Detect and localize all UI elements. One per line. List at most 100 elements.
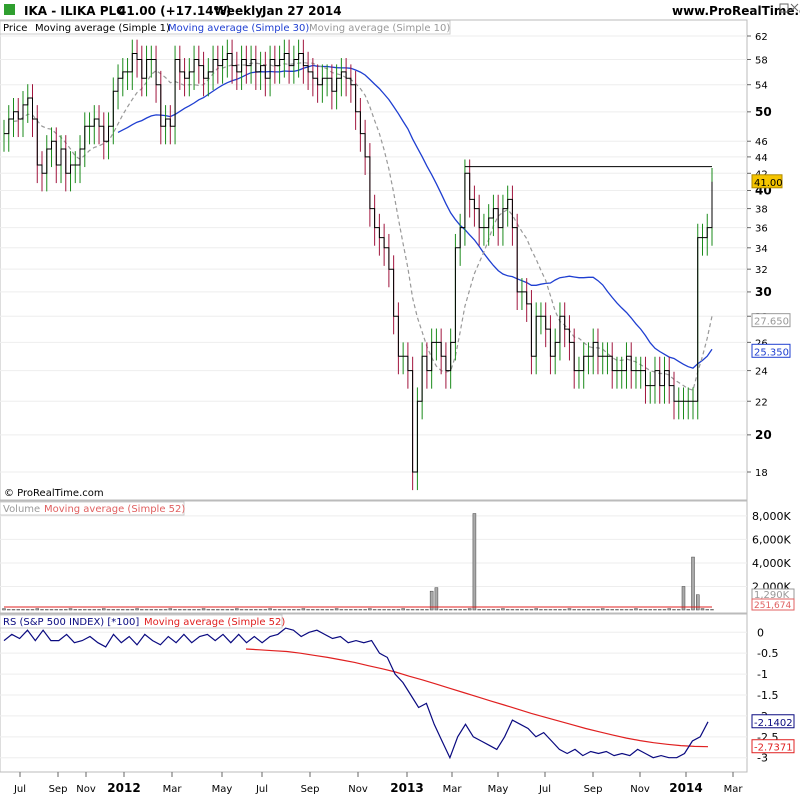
x-axis: Jul Sep Nov 2012 Mar May Jul Sep Nov 2013 Mar May Ju… <box>13 772 743 795</box>
price-grid <box>0 35 747 473</box>
legend-price: Price <box>3 23 27 34</box>
price-tick-label: 32 <box>755 265 768 276</box>
last-change: 41.00 (+17.14%) <box>118 4 231 18</box>
volume-bar <box>268 608 272 611</box>
ma1-line <box>4 53 713 473</box>
rs-tick-label: 0 <box>757 626 764 639</box>
price-tick-label: 30 <box>755 285 772 299</box>
volume-bar <box>634 608 638 611</box>
x-tick-label: Mar <box>443 784 463 795</box>
x-tick-label: Mar <box>163 784 183 795</box>
legend-volume: Volume <box>3 504 40 515</box>
rs-tick-label: -0.5 <box>757 647 778 660</box>
x-tick-label: Sep <box>301 784 320 795</box>
site-url[interactable]: www.ProRealTime.com <box>672 4 800 18</box>
legend-rs-ma: Moving average (Simple 52) <box>144 617 285 628</box>
volume-bar <box>472 513 477 611</box>
volume-bar <box>334 608 339 611</box>
price-tick-label: 46 <box>755 137 768 148</box>
x-tick-label: Sep <box>49 784 68 795</box>
ma30-path <box>117 64 713 369</box>
window-buttons <box>779 3 799 13</box>
price-tick-label: 18 <box>755 468 768 479</box>
price-tick-label: 44 <box>755 153 768 164</box>
rs-last-label: -2.1402 <box>751 714 795 729</box>
price-tick-label: 50 <box>755 105 772 119</box>
ma30-label: 25.350 <box>751 343 791 358</box>
volume-bar <box>401 608 405 611</box>
volume-bar <box>681 586 686 611</box>
volume-bar <box>534 608 538 611</box>
legend-rs: RS (S&P 500 INDEX) [*100] <box>3 617 139 628</box>
volume-bar <box>700 608 705 611</box>
x-tick-label: Mar <box>724 784 744 795</box>
price-tick-label: 20 <box>755 428 772 442</box>
volume-bar <box>301 608 306 611</box>
volume-legend: Volume Moving average (Simple 52) <box>0 501 185 516</box>
x-tick-label: 2013 <box>390 781 423 795</box>
volume-bar <box>168 608 173 611</box>
volume-tick-label: 8,000K <box>752 510 791 523</box>
rs-tick-label: -1 <box>757 668 768 681</box>
x-tick-label: 2012 <box>107 781 140 795</box>
svg-text:-2.1402: -2.1402 <box>754 718 793 729</box>
svg-text:25.350: 25.350 <box>754 347 789 358</box>
price-tick-label: 54 <box>755 81 768 92</box>
x-tick-label: May <box>488 784 509 795</box>
volume-tick-label: 4,000K <box>752 557 791 570</box>
ma1-path <box>4 53 713 473</box>
volume-bar <box>2 608 6 611</box>
legend-ma10: Moving average (Simple 10) <box>309 23 450 34</box>
price-axis: 18202224262830323436384042444650545862 <box>747 32 772 479</box>
volume-bar <box>691 556 695 611</box>
legend-ma30: Moving average (Simple 30) <box>168 23 309 34</box>
rs-ma-label: -2.7371 <box>751 739 795 754</box>
chart-period: Weekly <box>214 4 263 18</box>
volume-grid <box>0 515 747 587</box>
price-tick-label: 34 <box>755 244 768 255</box>
last-price-label: 41.00 <box>751 174 783 189</box>
volume-tick-label: 6,000K <box>752 533 791 546</box>
x-tick-label: 2014 <box>669 781 702 795</box>
volume-bar <box>429 590 434 611</box>
rs-ma-path <box>245 648 709 748</box>
price-tick-label: 24 <box>755 367 768 378</box>
volume-ma-label: 251,674 <box>751 598 795 611</box>
volume-bar <box>135 608 139 611</box>
x-tick-label: Jul <box>13 784 26 795</box>
volume-bar <box>667 608 671 611</box>
volume-bar <box>235 608 239 611</box>
svg-text:-2.7371: -2.7371 <box>754 743 793 754</box>
x-tick-label: Nov <box>348 784 368 795</box>
volume-bars <box>2 513 714 611</box>
price-tick-label: 36 <box>755 224 768 235</box>
volume-bar <box>368 608 372 611</box>
rs-ma-line <box>245 648 709 748</box>
x-tick-label: Jul <box>538 784 551 795</box>
volume-bar <box>102 608 106 611</box>
rs-grid <box>0 631 747 759</box>
volume-bar <box>600 608 605 611</box>
x-tick-label: May <box>212 784 233 795</box>
rs-path <box>3 627 709 760</box>
svg-text:41.00: 41.00 <box>754 178 783 189</box>
x-tick-label: Nov <box>630 784 650 795</box>
svg-text:27.650: 27.650 <box>754 317 789 328</box>
rs-line <box>3 627 709 760</box>
rs-tick-label: -1.5 <box>757 689 778 702</box>
ma30-line <box>117 64 713 369</box>
watermark: © ProRealTime.com <box>4 488 104 499</box>
volume-bar <box>68 608 73 611</box>
volume-bar <box>695 594 700 611</box>
volume-bar <box>501 608 505 611</box>
x-tick-label: Nov <box>76 784 96 795</box>
price-tick-label: 38 <box>755 205 768 216</box>
chart-title: IKA - ILIKA PLC <box>24 4 125 18</box>
volume-bar <box>434 587 439 611</box>
svg-text:1,290K: 1,290K <box>754 590 790 601</box>
rs-tick-label: -3 <box>757 752 768 765</box>
price-tick-label: 62 <box>755 32 768 43</box>
volume-bar <box>201 608 206 611</box>
ma10-label: 27.650 <box>751 313 791 328</box>
